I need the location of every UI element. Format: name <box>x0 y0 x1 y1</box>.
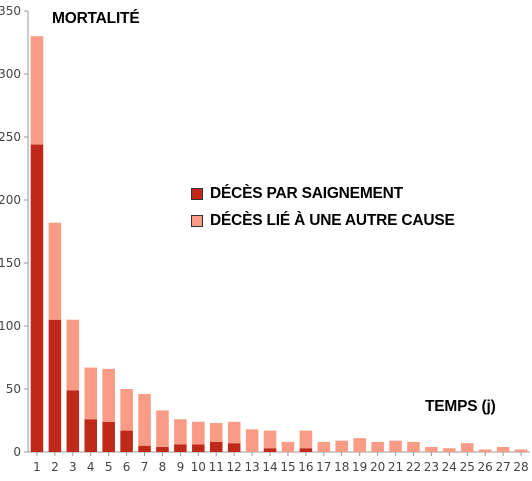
bar-other-cause-16 <box>299 430 313 449</box>
bar-bleeding-3 <box>66 390 80 452</box>
bar-other-cause-7 <box>138 394 151 446</box>
x-tick-label-8: 8 <box>159 460 167 474</box>
bar-other-cause-12 <box>227 421 241 444</box>
bar-bleeding-12 <box>227 443 241 452</box>
bar-bleeding-9 <box>174 444 187 452</box>
bar-bleeding-5 <box>102 421 115 452</box>
x-tick-label-19: 19 <box>352 460 367 474</box>
bar-other-cause-13 <box>245 429 259 452</box>
bar-other-cause-6 <box>120 389 133 431</box>
x-tick-label-5: 5 <box>105 460 113 474</box>
bar-other-cause-5 <box>102 368 115 422</box>
x-tick-label-24: 24 <box>442 460 457 474</box>
x-tick-label-18: 18 <box>334 460 349 474</box>
x-tick-label-14: 14 <box>262 460 277 474</box>
bar-other-cause-11 <box>209 423 223 442</box>
y-tick-label-300: 300 <box>0 67 21 81</box>
x-tick-label-25: 25 <box>460 460 475 474</box>
x-tick-label-1: 1 <box>33 460 41 474</box>
x-tick-label-13: 13 <box>244 460 259 474</box>
bar-other-cause-3 <box>66 319 80 391</box>
bar-other-cause-15 <box>281 441 295 452</box>
x-tick-label-21: 21 <box>388 460 403 474</box>
bar-other-cause-2 <box>48 222 62 320</box>
x-tick-label-22: 22 <box>406 460 421 474</box>
bar-bleeding-10 <box>192 444 205 452</box>
x-tick-label-15: 15 <box>280 460 295 474</box>
bar-other-cause-26 <box>478 449 492 452</box>
x-tick-label-6: 6 <box>123 460 131 474</box>
bar-bleeding-1 <box>30 144 44 452</box>
bar-other-cause-4 <box>84 367 98 420</box>
legend: DÉCÈS PAR SAIGNEMENT DÉCÈS LIÉ À UNE AUT… <box>191 180 455 234</box>
x-tick-label-2: 2 <box>51 460 59 474</box>
bar-other-cause-21 <box>389 440 402 452</box>
bar-bleeding-7 <box>138 445 151 452</box>
x-tick-label-7: 7 <box>141 460 149 474</box>
bar-other-cause-20 <box>371 441 384 452</box>
bar-other-cause-27 <box>496 446 510 452</box>
y-tick-label-50: 50 <box>6 382 21 396</box>
y-tick-label-150: 150 <box>0 256 21 270</box>
x-axis-label: TEMPS (j) <box>425 398 496 415</box>
chart-title: MORTALITÉ <box>52 10 140 27</box>
bar-bleeding-11 <box>209 441 223 452</box>
y-tick-label-250: 250 <box>0 130 21 144</box>
legend-label-bleeding: DÉCÈS PAR SAIGNEMENT <box>210 184 403 202</box>
bar-other-cause-25 <box>460 443 474 452</box>
x-tick-label-28: 28 <box>513 460 528 474</box>
legend-item-other-cause: DÉCÈS LIÉ À UNE AUTRE CAUSE <box>191 207 455 234</box>
x-tick-label-26: 26 <box>478 460 493 474</box>
bar-other-cause-9 <box>174 419 187 445</box>
bar-other-cause-23 <box>425 446 438 452</box>
bar-bleeding-16 <box>299 448 313 452</box>
y-tick-label-200: 200 <box>0 193 21 207</box>
bar-other-cause-18 <box>335 440 349 452</box>
bar-other-cause-17 <box>317 441 331 452</box>
legend-swatch-other-cause <box>191 214 203 227</box>
bar-bleeding-14 <box>263 448 277 452</box>
bar-other-cause-19 <box>353 438 366 452</box>
bar-other-cause-22 <box>407 441 420 452</box>
bar-bleeding-6 <box>120 430 133 452</box>
x-tick-label-20: 20 <box>370 460 385 474</box>
x-tick-label-11: 11 <box>209 460 224 474</box>
x-tick-label-10: 10 <box>191 460 206 474</box>
legend-swatch-bleeding <box>191 187 203 200</box>
y-tick-label-100: 100 <box>0 319 21 333</box>
x-tick-label-17: 17 <box>316 460 331 474</box>
bar-other-cause-24 <box>443 448 456 452</box>
bar-bleeding-2 <box>48 319 62 452</box>
bar-other-cause-14 <box>263 430 277 449</box>
x-tick-label-27: 27 <box>495 460 510 474</box>
y-tick-label-0: 0 <box>13 445 21 459</box>
bar-other-cause-8 <box>156 410 169 447</box>
y-tick-label-350: 350 <box>0 4 21 18</box>
x-tick-label-12: 12 <box>227 460 242 474</box>
x-tick-label-4: 4 <box>87 460 95 474</box>
bar-other-cause-1 <box>30 36 44 145</box>
x-tick-label-9: 9 <box>177 460 185 474</box>
x-tick-label-23: 23 <box>424 460 439 474</box>
bar-other-cause-10 <box>192 421 205 445</box>
x-tick-label-3: 3 <box>69 460 77 474</box>
x-tick-label-16: 16 <box>298 460 313 474</box>
legend-item-bleeding: DÉCÈS PAR SAIGNEMENT <box>191 180 455 207</box>
bar-bleeding-8 <box>156 446 169 452</box>
bar-other-cause-28 <box>514 449 528 452</box>
legend-label-other-cause: DÉCÈS LIÉ À UNE AUTRE CAUSE <box>210 211 455 229</box>
bar-bleeding-4 <box>84 419 98 452</box>
